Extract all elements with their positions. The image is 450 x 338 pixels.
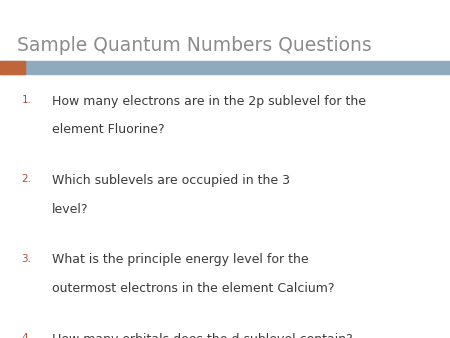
Bar (0, 61, 25, 74)
Text: Sample Quantum Numbers Questions: Sample Quantum Numbers Questions (17, 36, 372, 55)
Text: level?: level? (52, 203, 88, 216)
Text: What is the principle energy level for the: What is the principle energy level for t… (52, 254, 308, 266)
Text: 1.: 1. (22, 95, 32, 105)
Text: How many orbitals does the d sublevel contain?: How many orbitals does the d sublevel co… (52, 333, 352, 338)
Text: 3.: 3. (22, 254, 32, 264)
Text: Which sublevels are occupied in the 3: Which sublevels are occupied in the 3 (52, 174, 290, 187)
Bar (0, 61, 450, 74)
Text: 4.: 4. (22, 333, 32, 338)
Text: element Fluorine?: element Fluorine? (52, 123, 164, 136)
Text: How many electrons are in the 2p sublevel for the: How many electrons are in the 2p subleve… (52, 95, 366, 107)
Text: outermost electrons in the element Calcium?: outermost electrons in the element Calci… (52, 282, 334, 295)
Text: 2.: 2. (22, 174, 32, 184)
